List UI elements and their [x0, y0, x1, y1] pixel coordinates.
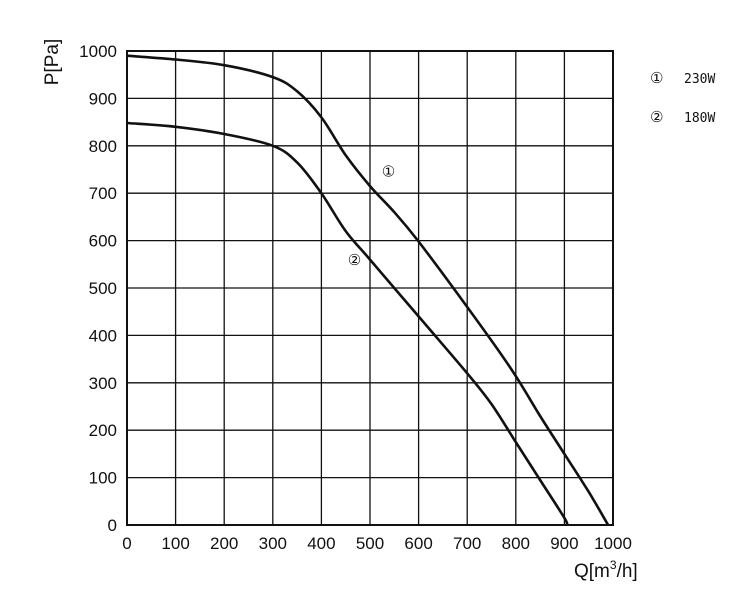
y-tick-label: 900: [89, 89, 117, 108]
x-tick-label: 900: [550, 534, 578, 553]
series-line-1: [126, 54, 610, 526]
x-tick-label: 0: [122, 534, 131, 553]
y-tick-labels: 0 100 200 300 400 500 600 700 800 900 1000: [79, 42, 117, 535]
series-group: [126, 54, 610, 526]
x-tick-label: 500: [356, 534, 384, 553]
x-axis-title-sup: 3: [610, 558, 617, 572]
x-tick-label: 100: [161, 534, 189, 553]
y-tick-label: 100: [89, 469, 117, 488]
x-axis-title: Q[m3/h]: [574, 558, 638, 582]
y-tick-label: 400: [89, 326, 117, 345]
legend-marker-2: ②: [650, 108, 663, 126]
y-tick-label: 700: [89, 184, 117, 203]
legend: ① 230W ② 180W: [650, 69, 715, 126]
x-tick-label: 700: [453, 534, 481, 553]
y-tick-label: 1000: [79, 42, 117, 61]
legend-label-2: 180W: [684, 111, 715, 126]
curve-label-2: ②: [348, 251, 361, 269]
y-tick-label: 300: [89, 374, 117, 393]
grid: [127, 51, 613, 525]
y-tick-label: 800: [89, 137, 117, 156]
x-axis-title-main: Q[m: [574, 561, 610, 582]
curve-label-1: ①: [382, 163, 395, 181]
y-tick-label: 600: [89, 232, 117, 251]
y-axis-title: P[Pa]: [42, 39, 63, 85]
y-tick-label: 500: [89, 279, 117, 298]
legend-marker-1: ①: [650, 69, 663, 87]
x-axis-title-end: /h]: [617, 561, 638, 582]
x-tick-label: 400: [307, 534, 335, 553]
legend-label-1: 230W: [684, 72, 715, 87]
y-tick-label: 200: [89, 421, 117, 440]
curve-labels: ①②: [348, 163, 395, 270]
x-tick-labels: 0 100 200 300 400 500 600 700 800 900 1000: [122, 534, 632, 553]
plot-frame: [126, 50, 614, 526]
x-tick-label: 1000: [594, 534, 632, 553]
series-line-2: [126, 121, 569, 526]
x-tick-label: 200: [210, 534, 238, 553]
x-tick-label: 800: [502, 534, 530, 553]
x-tick-label: 600: [404, 534, 432, 553]
y-tick-label: 0: [108, 516, 117, 535]
x-tick-label: 300: [259, 534, 287, 553]
